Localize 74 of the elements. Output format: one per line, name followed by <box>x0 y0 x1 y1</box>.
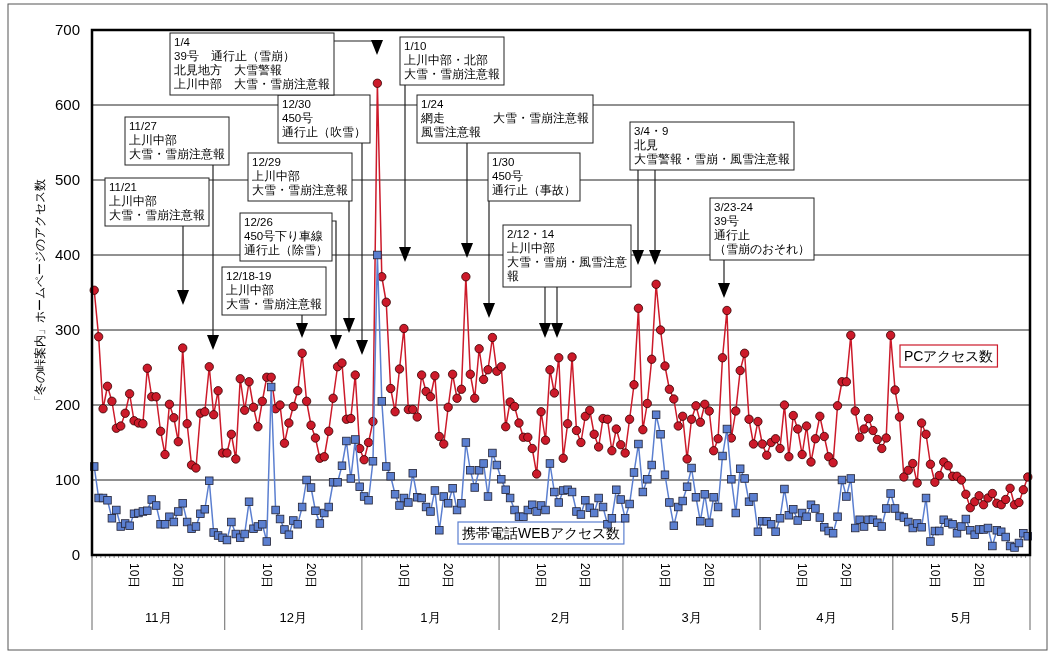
series-label: PCアクセス数 <box>904 348 994 364</box>
annotation: 大雪・雪崩注意報 <box>404 67 500 80</box>
x-tick-label: 10日 <box>127 563 142 589</box>
y-tick-label: 100 <box>54 471 80 488</box>
annotation: 大雪・雪崩注意報 <box>226 297 322 310</box>
x-tick-label: 10日 <box>534 563 549 589</box>
annotation: 11/21 <box>109 181 137 193</box>
x-tick-label: 20日 <box>441 563 456 589</box>
annotation: 11/27 <box>129 120 157 132</box>
annotation: 上川中部 <box>252 169 300 182</box>
text: 12月 <box>279 610 308 625</box>
annotation: 大雪・雪崩注意報 <box>129 147 225 160</box>
annotation: 通行止 <box>714 229 750 241</box>
annotation: 上川中部 <box>129 133 177 146</box>
annotation: 北見 <box>634 139 658 151</box>
annotation: 網走 大雪・雪崩注意報 <box>420 111 589 124</box>
annotation: 450号 <box>492 170 524 182</box>
y-tick-label: 600 <box>54 96 80 113</box>
text: 11月 <box>145 610 172 625</box>
annotation: 通行止（除雪） <box>244 244 328 257</box>
annotation: 3/23-24 <box>714 201 754 213</box>
text: 3月 <box>681 610 702 625</box>
annotation: 大雪警報・雪崩・風雪注意報 <box>634 152 790 165</box>
annotation: 通行止（吹雪） <box>282 126 366 139</box>
annotation: 上川中部 <box>507 241 555 254</box>
x-tick-label: 20日 <box>702 563 717 589</box>
annotation: （雪崩のおそれ） <box>714 243 810 256</box>
annotation: 上川中部・北部 <box>404 53 488 66</box>
annotation: 大雪・雪崩注意報 <box>109 208 205 221</box>
text: 4月 <box>816 610 837 625</box>
annotation: 2/12・14 <box>507 228 555 240</box>
annotation: 12/30 <box>282 98 311 110</box>
annotation: 12/29 <box>252 156 281 168</box>
y-tick-label: 200 <box>54 396 80 413</box>
text: 1月 <box>420 610 441 625</box>
x-tick-label: 10日 <box>927 563 942 589</box>
annotation: 3/4・9 <box>634 125 669 137</box>
x-tick-label: 10日 <box>657 563 672 589</box>
text: 2月 <box>550 610 572 625</box>
annotation: 通行止（事故） <box>492 184 576 197</box>
y-axis-title: 「冬の峠案内」ホームページのアクセス数 <box>33 178 47 407</box>
y-tick-label: 0 <box>71 546 80 563</box>
annotation: 上川中部 <box>226 283 274 296</box>
annotation: 39号 <box>714 215 739 227</box>
annotation: 1/30 <box>492 156 515 168</box>
annotation: 12/26 <box>244 216 273 228</box>
annotation: 大雪・雪崩注意報 <box>252 183 348 196</box>
y-tick-label: 300 <box>54 321 80 338</box>
y-tick-label: 400 <box>54 246 80 263</box>
series-label: 携帯電話WEBアクセス数 <box>462 525 620 541</box>
x-tick-label: 10日 <box>259 563 274 589</box>
annotation: 1/24 <box>421 98 444 110</box>
annotation: 風雪注意報 <box>421 125 481 138</box>
annotation: 1/4 <box>174 36 191 48</box>
x-tick-label: 10日 <box>396 563 411 589</box>
x-tick-label: 20日 <box>304 563 319 589</box>
y-tick-label: 700 <box>54 21 80 38</box>
annotation: 上川中部 <box>109 194 157 207</box>
annotation: 北見地方 大雪警報 <box>174 63 282 76</box>
annotation: 報 <box>507 270 519 282</box>
x-tick-label: 20日 <box>972 563 987 589</box>
annotation: 450号下り車線 <box>244 230 324 242</box>
x-tick-label: 20日 <box>171 563 186 589</box>
x-tick-label: 10日 <box>795 563 810 589</box>
x-tick-label: 20日 <box>839 563 854 589</box>
x-tick-label: 20日 <box>578 563 593 589</box>
annotation: 1/10 <box>404 40 427 52</box>
annotation: 12/18-19 <box>226 270 272 282</box>
annotation: 450号 <box>282 112 314 124</box>
y-tick-label: 500 <box>54 171 80 188</box>
annotation: 39号 通行止（雪崩） <box>174 50 295 63</box>
annotation: 大雪・雪崩・風雪注意 <box>507 255 627 268</box>
text: 5月 <box>951 610 972 625</box>
annotation: 上川中部 大雪・雪崩注意報 <box>174 77 330 90</box>
